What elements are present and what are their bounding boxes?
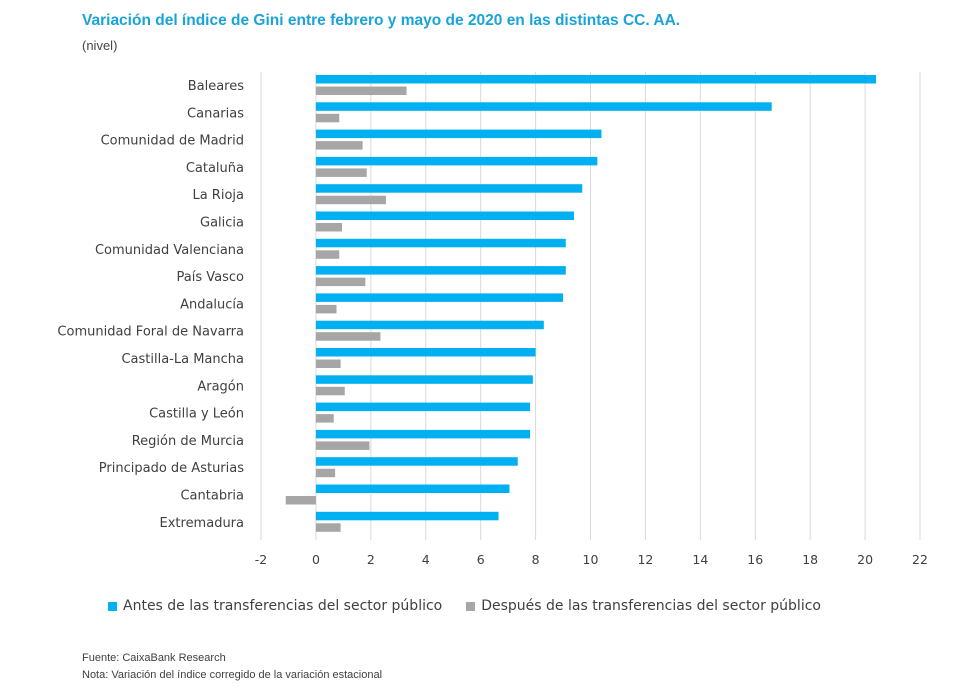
category-label: Principado de Asturias (99, 461, 244, 476)
bar-after-transfers (315, 468, 336, 478)
bar-after-transfers (315, 414, 334, 423)
bar-after-transfers (315, 386, 345, 396)
bar-before-transfers (315, 156, 598, 166)
bar-before-transfers (315, 184, 583, 193)
chart-title: Variación del índice de Gini entre febre… (82, 12, 681, 29)
bar-before-transfers (315, 266, 566, 275)
category-label: Cantabria (180, 489, 244, 504)
bar-before-transfers (315, 429, 531, 439)
x-tick-label: 18 (802, 552, 818, 567)
category-label: Extremadura (160, 516, 245, 531)
category-label: Castilla y León (149, 407, 244, 422)
bars (285, 75, 877, 532)
source-note: Fuente: CaixaBank Research (82, 652, 226, 664)
category-label: Comunidad de Madrid (101, 134, 244, 149)
bar-after-transfers (315, 359, 341, 368)
methodology-note: Nota: Variación del índice corregido de … (82, 669, 383, 681)
bar-before-transfers (315, 75, 877, 84)
bar-after-transfers (315, 195, 386, 205)
legend: Antes de las transferencias del sector p… (108, 598, 821, 614)
x-tick-label: 12 (637, 552, 653, 567)
category-label: Andalucía (180, 297, 244, 312)
x-tick-label: 4 (422, 552, 430, 567)
bar-before-transfers (315, 348, 536, 357)
legend-label-after: Después de las transferencias del sector… (481, 598, 821, 614)
bar-before-transfers (315, 129, 602, 139)
category-label: Aragón (197, 379, 244, 394)
category-label: Comunidad Foral de Navarra (57, 325, 244, 340)
bar-before-transfers (315, 484, 510, 493)
footer: Fuente: CaixaBank Research Nota: Variaci… (82, 650, 382, 684)
bar-before-transfers (315, 320, 544, 330)
legend-item-before: Antes de las transferencias del sector p… (108, 598, 442, 614)
category-label: Castilla-La Mancha (121, 352, 244, 367)
bar-before-transfers (315, 238, 566, 248)
bar-before-transfers (315, 457, 518, 466)
x-tick-label: 6 (477, 552, 485, 567)
bar-before-transfers (315, 402, 531, 412)
category-label: Región de Murcia (132, 434, 244, 449)
bar-before-transfers (315, 375, 533, 384)
legend-item-after: Después de las transferencias del sector… (466, 598, 821, 614)
category-label: Baleares (188, 79, 245, 94)
bar-before-transfers (315, 293, 564, 302)
bar-after-transfers (315, 113, 340, 123)
category-label: La Rioja (192, 188, 244, 203)
category-label: Comunidad Valenciana (95, 243, 244, 258)
legend-swatch-before (108, 601, 117, 611)
legend-label-before: Antes de las transferencias del sector p… (123, 598, 443, 614)
legend-swatch-after (466, 601, 476, 611)
bar-after-transfers (315, 277, 366, 287)
x-tick-label: 2 (367, 552, 375, 567)
x-tick-label: 20 (857, 552, 873, 567)
x-tick-label: 14 (692, 552, 708, 567)
bar-after-transfers (315, 223, 343, 232)
x-tick-label: 22 (912, 552, 928, 567)
x-axis-tick-labels: -2 0 2 4 6 8 10 12 14 16 18 20 22 (255, 552, 928, 567)
bar-after-transfers (315, 441, 370, 450)
bar-before-transfers (315, 102, 772, 111)
x-tick-label: 0 (312, 552, 320, 567)
category-label: Cataluña (186, 161, 244, 176)
x-tick-label: 16 (747, 552, 763, 567)
category-labels: Baleares Canarias Comunidad de Madrid Catal… (57, 79, 244, 531)
bar-before-transfers (315, 211, 575, 220)
x-tick-label: 10 (583, 552, 599, 567)
bar-after-transfers (315, 141, 363, 150)
bar-after-transfers (315, 523, 341, 532)
bar-after-transfers (315, 332, 381, 341)
bar-after-transfers (315, 86, 407, 95)
bar-after-transfers (285, 496, 316, 505)
x-tick-label: -2 (255, 552, 267, 567)
x-tick-label: 8 (532, 552, 540, 567)
bar-after-transfers (315, 168, 367, 177)
bar-after-transfers (315, 250, 340, 259)
bar-after-transfers (315, 304, 337, 314)
category-label: Galicia (200, 216, 244, 231)
category-label: País Vasco (177, 270, 245, 285)
category-label: Canarias (187, 106, 244, 121)
chart-subtitle: (nivel) (82, 38, 118, 53)
bar-before-transfers (315, 511, 499, 521)
